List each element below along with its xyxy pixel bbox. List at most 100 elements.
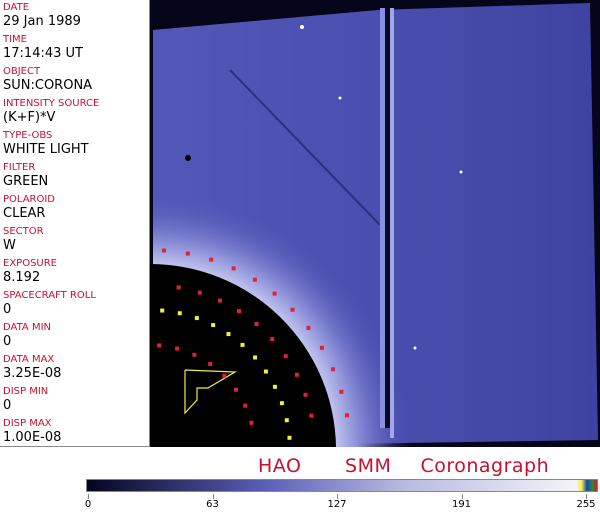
colorbar-tick (586, 494, 587, 499)
colorbar-tick (337, 494, 338, 499)
metadata-label: EXPOSURE (3, 258, 58, 269)
metadata-panel: DATE 29 Jan 1989 TIME 17:14:43 UT OBJECT SUN:… (0, 0, 150, 447)
colorbar-tick (212, 494, 214, 499)
marker-red (231, 266, 236, 271)
metadata-item: OBJECT SUN:CORONA (0, 64, 149, 96)
marker-yellow (240, 342, 245, 347)
metadata-item: DATE 29 Jan 1989 (0, 0, 149, 32)
marker-overlay (157, 248, 349, 440)
metadata-value: 0 (3, 334, 12, 349)
marker-red (254, 322, 259, 327)
metadata-value: 8.192 (3, 270, 41, 285)
marker-red (330, 367, 335, 372)
marker-red (249, 420, 254, 425)
star (413, 346, 417, 350)
colorbar-tick (461, 494, 463, 499)
marker-red (283, 354, 288, 359)
marker-red (222, 373, 227, 378)
bright-stripe-2 (390, 8, 394, 438)
metadata-label: FILTER (3, 162, 36, 173)
marker-yellow (263, 369, 268, 374)
metadata-item: EXPOSURE 8.192 (0, 256, 149, 288)
metadata-label: DISP MIN (3, 386, 49, 397)
metadata-label: DISP MAX (3, 418, 52, 429)
metadata-value: CLEAR (3, 206, 46, 221)
metadata-item: INTENSITY SOURCE (K+F)*V (0, 96, 149, 128)
marker-red (157, 343, 162, 348)
metadata-value: GREEN (3, 174, 49, 189)
colorbar-tick-label: 255 (576, 499, 596, 510)
metadata-item: FILTER GREEN (0, 160, 149, 192)
marker-yellow (226, 332, 231, 337)
metadata-label: POLAROID (3, 194, 56, 205)
marker-red (161, 248, 166, 253)
coronagraph-image (150, 0, 600, 447)
marker-red (270, 337, 275, 342)
marker-red (344, 413, 349, 418)
colorbar-tick-label: 191 (451, 499, 472, 510)
metadata-label: TIME (3, 34, 28, 45)
metadata-value: WHITE LIGHT (3, 142, 89, 157)
marker-red (243, 403, 248, 408)
metadata-value: 29 Jan 1989 (3, 14, 81, 29)
marker-red (237, 309, 242, 314)
marker-yellow (211, 323, 216, 328)
metadata-label: INTENSITY SOURCE (3, 98, 100, 109)
metadata-value: SUN:CORONA (3, 78, 93, 93)
metadata-item: DISP MIN 0 (0, 384, 149, 416)
colorbar (86, 479, 598, 492)
star (300, 25, 304, 29)
dark-stripe (385, 8, 390, 428)
marker-yellow (253, 355, 258, 360)
metadata-value: 1.00E-08 (3, 430, 62, 445)
metadata-item: DISP MAX 1.00E-08 (0, 416, 149, 448)
bright-stripe (380, 8, 385, 428)
metadata-value: 0 (3, 398, 12, 413)
colorbar-tick-label: 63 (206, 499, 219, 510)
metadata-item: POLAROID CLEAR (0, 192, 149, 224)
metadata-value: (K+F)*V (3, 110, 56, 125)
dust-spot (185, 155, 191, 161)
metadata-label: SPACECRAFT ROLL (3, 290, 96, 301)
marker-red (234, 387, 239, 392)
metadata-value: 3.25E-08 (3, 366, 62, 381)
marker-yellow (160, 308, 165, 313)
marker-red (252, 277, 257, 282)
metadata-label: TYPE-OBS (3, 130, 53, 141)
star (459, 170, 463, 174)
metadata-item: DATA MIN 0 (0, 320, 149, 352)
marker-yellow (272, 384, 277, 389)
marker-red (218, 298, 223, 303)
metadata-value: W (3, 238, 16, 253)
marker-yellow (284, 418, 289, 423)
metadata-label: SECTOR (3, 226, 44, 237)
marker-red (306, 325, 311, 330)
marker-red (272, 291, 277, 296)
metadata-item: TIME 17:14:43 UT (0, 32, 149, 64)
marker-red (192, 352, 197, 357)
marker-yellow (287, 435, 292, 440)
colorbar-tick-label: 0 (84, 499, 92, 510)
pylon-shadow (229, 69, 381, 226)
marker-yellow (194, 316, 199, 321)
metadata-value: 17:14:43 UT (3, 46, 83, 61)
colorbar-tick-label: 127 (327, 499, 347, 510)
marker-red (185, 251, 190, 256)
metadata-label: DATE (3, 2, 30, 13)
metadata-label: OBJECT (3, 66, 41, 77)
marker-red (197, 290, 202, 295)
marker-red (309, 413, 314, 418)
marker-red (319, 345, 324, 350)
metadata-item: SPACECRAFT ROLL 0 (0, 288, 149, 320)
metadata-label: DATA MAX (3, 354, 55, 365)
marker-red (175, 346, 180, 351)
metadata-item: TYPE-OBS WHITE LIGHT (0, 128, 149, 160)
marker-red (303, 392, 308, 397)
plot-title: HAO SMM Coronagraph (258, 455, 550, 477)
metadata-item: DATA MAX 3.25E-08 (0, 352, 149, 384)
star (338, 96, 342, 100)
marker-red (290, 307, 295, 312)
metadata-item: SECTOR W (0, 224, 149, 256)
region-outline (184, 369, 238, 415)
marker-yellow (177, 311, 182, 316)
